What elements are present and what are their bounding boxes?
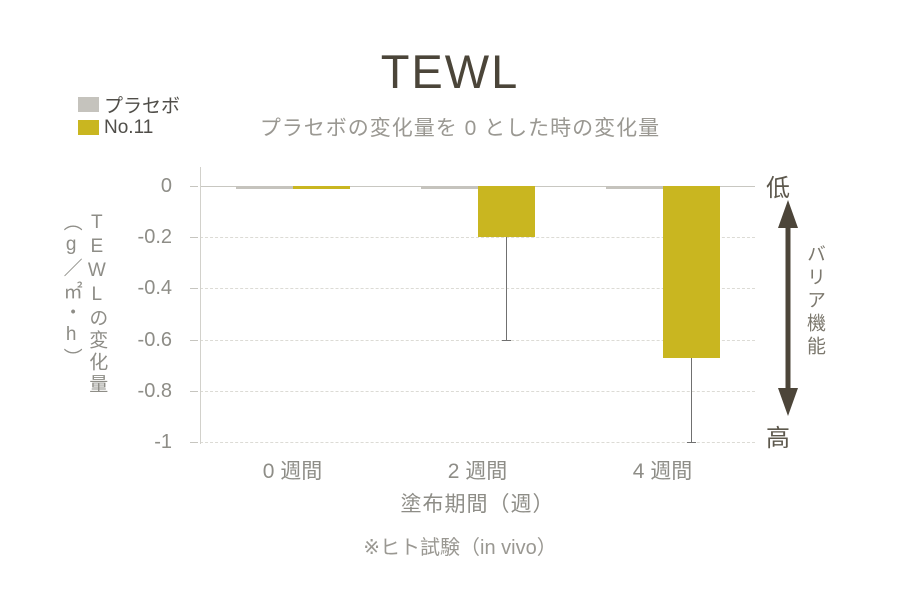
- plot-area: 0 -0.2 -0.4 -0.6 -0.8 -1 0 週間 2 週間 4 週間: [138, 167, 755, 483]
- y-tick-label: -0.8: [137, 379, 172, 402]
- barrier-arrow-icon: [778, 200, 798, 416]
- barrier-low-label: 低: [766, 175, 790, 202]
- y-tickmark: [190, 339, 198, 341]
- y-tickmark: [190, 237, 198, 239]
- gridline: [200, 288, 755, 290]
- chart-subtitle: プラセボの変化量を 0 とした時の変化量: [259, 117, 661, 140]
- x-tick-label: 2 週間: [447, 460, 508, 483]
- y-tickmark: [190, 390, 198, 392]
- y-axis-title: TEWLの変化量 （g／㎡・h）: [58, 212, 109, 412]
- error-bar: [506, 237, 507, 340]
- legend-swatch-no11: [78, 120, 99, 135]
- barrier-high-label: 高: [766, 425, 790, 452]
- x-tick-label: 4 週間: [632, 460, 693, 483]
- bar-placebo: [235, 186, 293, 189]
- gridline: [200, 442, 755, 443]
- y-tick-label: -0.2: [137, 226, 172, 249]
- legend-label-no11: No.11: [104, 116, 154, 138]
- legend: プラセボ No.11: [78, 93, 180, 139]
- y-tick-label: -0.4: [137, 277, 172, 300]
- x-axis-title: 塗布期間（週）: [400, 493, 555, 516]
- gridline: [200, 339, 755, 341]
- bar-no11: [662, 186, 720, 358]
- y-tickmark: [190, 288, 198, 290]
- gridline: [200, 390, 755, 392]
- y-tick-label: -0.6: [137, 328, 172, 351]
- y-tick-label: -1: [154, 431, 172, 453]
- bar-placebo: [605, 186, 663, 189]
- y-axis-title-main: TEWLの変化量: [86, 212, 108, 396]
- y-axis-line: [200, 167, 201, 444]
- chart-title: TEWL: [380, 45, 520, 98]
- x-tick-label: 0 週間: [262, 460, 323, 483]
- y-axis-title-unit: （g／㎡・h）: [60, 212, 82, 370]
- error-bar-cap: [502, 339, 511, 341]
- y-tick-label: 0: [160, 175, 172, 197]
- y-tickmark: [190, 186, 198, 187]
- footnote: ※ヒト試験（in vivo）: [363, 537, 557, 559]
- gridline: [200, 237, 755, 239]
- error-bar: [691, 357, 692, 442]
- legend-swatch-placebo: [78, 97, 99, 112]
- legend-label-placebo: プラセボ: [104, 96, 181, 117]
- y-tickmark: [190, 442, 198, 443]
- legend-item-placebo: プラセボ: [78, 93, 181, 117]
- legend-item-no11: No.11: [78, 116, 180, 139]
- barrier-function-label: バリア機能: [804, 244, 825, 359]
- error-bar-cap: [687, 442, 696, 443]
- bar-no11: [477, 186, 535, 238]
- bar-no11: [292, 186, 350, 189]
- bar-placebo: [420, 186, 478, 189]
